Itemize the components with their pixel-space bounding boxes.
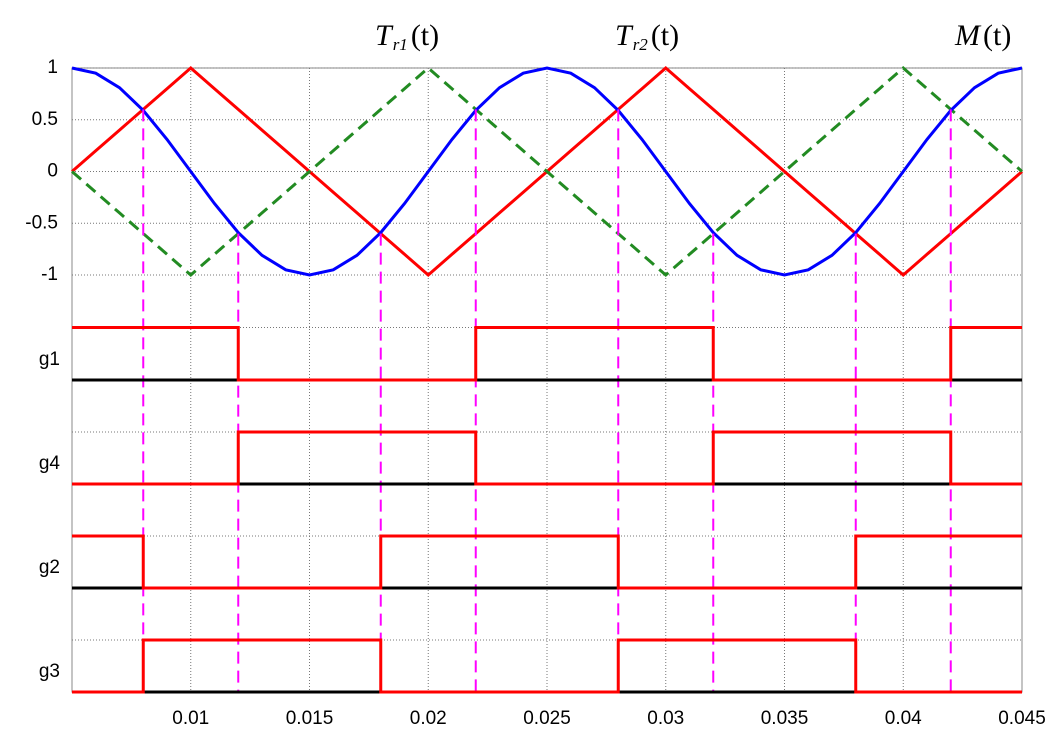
series-label: M (t) [954,19,1011,52]
label-argument: (t) [651,19,679,52]
label-name: T [375,19,394,52]
gate-signal [72,430,1022,486]
series-line [71,66,1023,277]
x-tick-label: 0.02 [410,708,447,729]
label-name: M [954,19,982,52]
panel-label: g1 [39,349,60,370]
x-tick-label: 0.025 [523,708,571,729]
y-tick-label: 0.5 [32,109,58,130]
gate-signal [72,326,1022,382]
panel-label: g4 [39,453,61,474]
y-tick-label: 1 [47,57,58,78]
series-label: Tr2 (t) [615,19,679,54]
label-argument: (t) [983,19,1011,52]
x-tick-label: 0.01 [172,708,209,729]
panel-label: g3 [39,661,60,682]
label-subscript: r2 [633,35,649,54]
x-tick-label: 0.035 [761,708,809,729]
x-tick-label: 0.03 [647,708,684,729]
y-tick-label: -1 [41,264,58,285]
gate-signal [72,638,1022,694]
gate-signal [72,534,1022,590]
y-tick-label: 0 [47,161,58,182]
series-label: Tr1 (t) [375,19,439,54]
y-tick-label: -0.5 [25,212,58,233]
x-tick-label: 0.04 [885,708,922,729]
series-line [71,66,1023,277]
x-tick-label: 0.045 [998,708,1046,729]
label-subscript: r1 [393,35,408,54]
x-tick-label: 0.015 [286,708,334,729]
panel-label: g2 [39,557,60,578]
label-argument: (t) [411,19,439,52]
label-name: T [615,19,634,52]
